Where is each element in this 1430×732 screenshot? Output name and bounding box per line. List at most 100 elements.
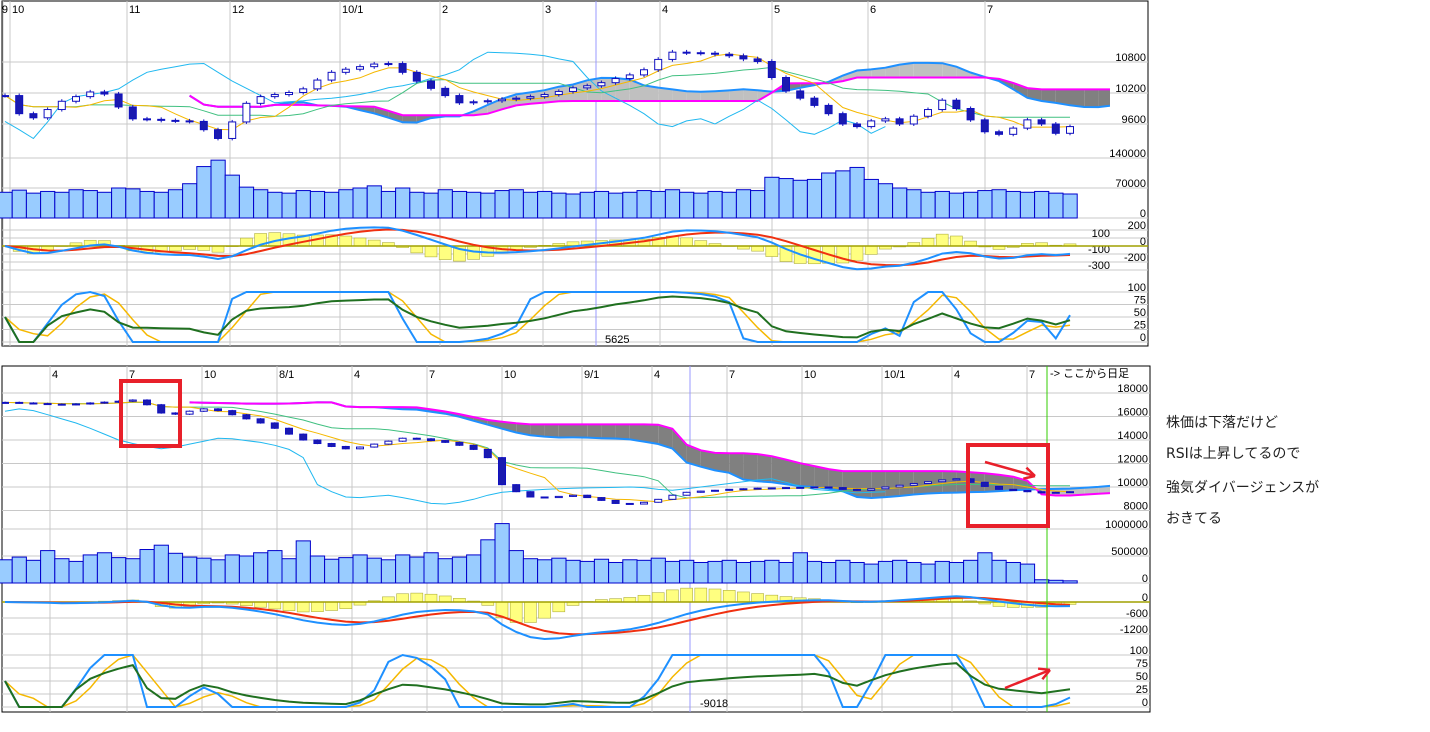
x-tick-label: 4: [954, 369, 960, 381]
volume-axis-label: 0: [1142, 573, 1148, 585]
ichimoku-cloud-segment: [601, 424, 616, 439]
candle: [924, 109, 932, 117]
candle: [1009, 127, 1018, 135]
candle: [285, 91, 293, 96]
volume-bar: [508, 550, 524, 584]
candle: [455, 95, 464, 104]
candle: [753, 487, 762, 490]
macd-axis-label: -300: [1088, 260, 1110, 272]
candle: [597, 497, 606, 501]
candle: [668, 494, 677, 500]
volume-bar: [977, 190, 993, 219]
macd-histogram-bar: [311, 601, 324, 612]
volume-bar: [1048, 579, 1064, 584]
macd-histogram-bar: [410, 592, 424, 603]
volume-bar: [295, 190, 311, 219]
ichimoku-cloud-segment: [1155, 89, 1169, 116]
volume-bar: [68, 560, 84, 584]
volume-bar: [664, 189, 681, 219]
candle: [583, 494, 592, 499]
chart-1: 9 10 11 12 10/1 2 3 4 5 6 7 10800 10200 9600 140000 700…: [0, 0, 1226, 347]
candle: [441, 440, 450, 443]
annotation-line-2: RSIは上昇してるので: [1166, 446, 1301, 462]
volume-bar: [0, 559, 13, 584]
volume-bar: [238, 186, 255, 219]
volume-bar: [11, 556, 27, 584]
volume-bar: [707, 190, 723, 219]
ichimoku-cloud-segment: [913, 471, 928, 495]
chart-2: 4 7 10 8/1 4 7 10 9/1 4 7 10 10/1 4 7 18000 16000 14000 1…: [0, 365, 1151, 713]
ichimoku-cloud-segment: [644, 424, 659, 444]
volume-bar: [224, 174, 240, 219]
macd-histogram-bar: [694, 587, 708, 603]
volume-bar: [96, 191, 113, 219]
volume-bar: [707, 560, 723, 584]
tenkan-line: [4, 401, 1071, 503]
candle: [270, 94, 279, 98]
volume-bar: [778, 561, 794, 584]
x-tick-label: 10/1: [884, 369, 905, 381]
ichimoku-cloud-segment: [771, 456, 786, 485]
candle: [214, 129, 222, 139]
candle: [526, 491, 535, 498]
candle: [384, 63, 393, 66]
candle: [327, 443, 336, 447]
ichimoku-cloud-segment: [1070, 89, 1085, 107]
ichimoku-cloud-segment: [715, 90, 730, 101]
stoch-k-line: [4, 653, 1071, 708]
highlight-box: [119, 379, 182, 448]
candle: [469, 444, 478, 450]
macd-histogram-bar: [325, 601, 338, 611]
volume-bar: [1062, 193, 1078, 219]
volume-bar: [295, 540, 311, 584]
volume-bar: [849, 166, 865, 219]
ichimoku-cloud-segment: [672, 89, 687, 101]
candle: [72, 96, 80, 102]
ichimoku-cloud-segment: [1184, 93, 1198, 119]
volume-bar: [0, 191, 13, 219]
volume-bar: [522, 191, 539, 219]
candle: [412, 437, 421, 440]
rsi-trend-arrow-head: [1037, 667, 1051, 672]
x-tick-label: 2: [442, 4, 448, 16]
volume-bar: [395, 187, 411, 219]
price-trend-arrow-head: [1023, 474, 1036, 480]
volume-bar: [593, 190, 610, 219]
ichimoku-cloud-segment: [1212, 93, 1226, 122]
candle: [881, 118, 890, 122]
candle: [739, 488, 748, 491]
candle: [43, 403, 52, 406]
volume-bar: [324, 191, 340, 219]
ichimoku-cloud-segment: [942, 471, 957, 493]
candle: [214, 408, 222, 412]
volume-bar: [466, 191, 482, 219]
price-axis-label: 16000: [1117, 407, 1148, 419]
volume-bar: [934, 190, 950, 219]
macd-histogram-bar: [694, 240, 708, 247]
candle: [1037, 119, 1046, 125]
candle: [810, 97, 819, 106]
volume-bar: [1005, 190, 1021, 219]
oscillator-axis-label: 100: [1130, 645, 1148, 657]
macd-histogram-bar: [552, 601, 566, 613]
volume-bar: [96, 552, 113, 584]
x-tick-label: 4: [52, 369, 58, 381]
candle: [625, 502, 634, 505]
volume-bar: [153, 544, 169, 584]
volume-bar: [167, 552, 184, 584]
candle: [824, 104, 833, 115]
ichimoku-cloud-segment: [956, 66, 971, 78]
highlight-box: [966, 443, 1050, 528]
volume-bar: [437, 189, 453, 219]
candle: [171, 119, 180, 122]
volume-bar: [352, 187, 368, 219]
cursor-readout: -9018: [700, 698, 728, 710]
price-axis-label: 14000: [1117, 430, 1148, 442]
volume-bar: [409, 556, 425, 584]
ichimoku-cloud-segment: [530, 424, 545, 437]
oscillator-axis-label: 75: [1136, 658, 1148, 670]
volume-bar: [267, 191, 283, 219]
x-tick-label: 10: [804, 369, 816, 381]
macd-histogram-bar: [240, 237, 253, 247]
price-axis-label: 12000: [1117, 454, 1148, 466]
